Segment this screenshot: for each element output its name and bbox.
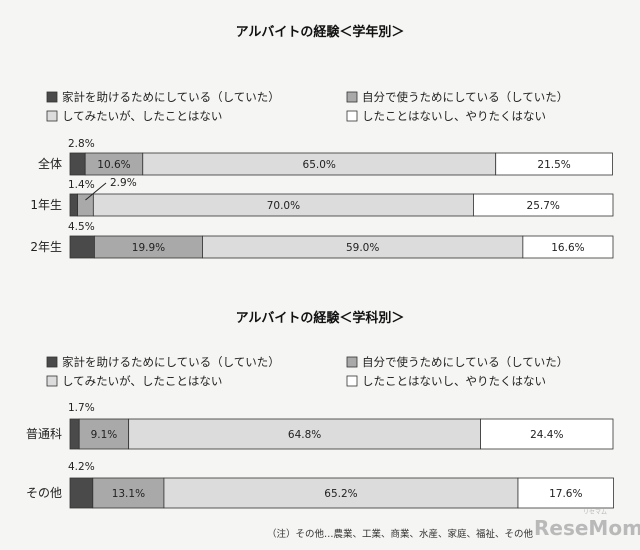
legend-swatch (346, 356, 358, 368)
data-label: 4.5% (68, 221, 95, 233)
legend-label: 自分で使うためにしている（していた） (362, 90, 568, 104)
category-label: その他 (26, 486, 62, 500)
data-label: 65.0% (303, 159, 336, 171)
bar-segment (128, 418, 481, 450)
chart-title: アルバイトの経験＜学年別＞ (236, 24, 405, 40)
bar-segment (522, 235, 614, 259)
bar-segment (69, 235, 95, 259)
data-label: 70.0% (267, 200, 300, 212)
bar-segment (77, 193, 94, 217)
footnote: （注）その他…農業、工業、商業、水産、家庭、福祉、その他 (267, 528, 534, 540)
data-label: 59.0% (346, 242, 379, 254)
bar-segment (69, 152, 86, 176)
data-label: 16.6% (551, 242, 584, 254)
bar-segment (78, 418, 130, 450)
category-label: 2年生 (30, 240, 62, 254)
legend-label: 家計を助けるためにしている（していた） (62, 355, 280, 369)
category-label: 普通科 (26, 427, 62, 441)
legend-label: 家計を助けるためにしている（していた） (62, 90, 280, 104)
data-label: 9.1% (91, 429, 118, 441)
category-label: 全体 (38, 156, 62, 171)
data-label: 24.4% (530, 429, 563, 441)
bar-segment (473, 193, 614, 217)
bar-segment (495, 152, 613, 176)
legend-label: したことはないし、やりたくはない (362, 109, 546, 123)
data-label: 17.6% (549, 488, 582, 500)
legend-label: 自分で使うためにしている（していた） (362, 355, 568, 369)
bar-segment (92, 477, 165, 509)
data-label: 1.7% (68, 402, 95, 414)
data-label: 10.6% (97, 159, 130, 171)
bar-segment (517, 477, 614, 509)
data-label: 19.9% (132, 242, 165, 254)
bar-segment (480, 418, 614, 450)
data-label: 21.5% (537, 159, 570, 171)
data-label: 25.7% (527, 200, 560, 212)
bar-segment (69, 418, 80, 450)
bar-segment (69, 477, 94, 509)
category-label: 1年生 (30, 198, 62, 212)
legend-swatch (46, 375, 58, 387)
chart-title: アルバイトの経験＜学科別＞ (236, 310, 405, 326)
legend-label: してみたいが、したことはない (62, 374, 222, 388)
bar-segment (69, 193, 79, 217)
data-label: 13.1% (112, 488, 145, 500)
data-label: 2.9% (110, 177, 137, 189)
data-label: 64.8% (288, 429, 321, 441)
data-label: 4.2% (68, 461, 95, 473)
watermark-logo: ReseMom (534, 516, 640, 540)
data-label: 65.2% (324, 488, 357, 500)
legend-swatch (346, 110, 358, 122)
legend-swatch (46, 110, 58, 122)
data-label: 1.4% (68, 179, 95, 191)
legend-swatch (46, 91, 58, 103)
watermark-sub: リセマム (583, 509, 607, 516)
callout-line (85, 182, 107, 201)
legend-swatch (346, 91, 358, 103)
legend-swatch (46, 356, 58, 368)
legend-swatch (346, 375, 358, 387)
data-label: 2.8% (68, 138, 95, 150)
legend-label: してみたいが、したことはない (62, 109, 222, 123)
legend-label: したことはないし、やりたくはない (362, 374, 546, 388)
